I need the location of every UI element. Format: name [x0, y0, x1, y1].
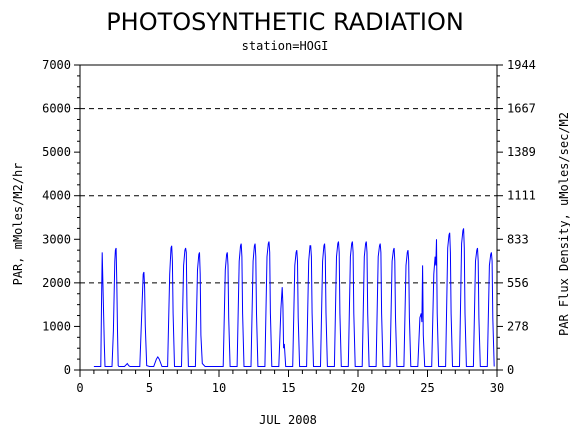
y-tick-label-2: 2000	[42, 276, 71, 290]
y-tick-label-0: 0	[64, 363, 71, 377]
chart-title: PHOTOSYNTHETIC RADIATION	[106, 8, 464, 36]
y2-tick-label-1: 278	[507, 319, 529, 333]
y2-tick-label-6: 1667	[507, 102, 536, 116]
y-tick-label-4: 4000	[42, 189, 71, 203]
x-tick-label-3: 15	[281, 381, 295, 395]
y-tick-label-5: 5000	[42, 145, 71, 159]
x-tick-label-1: 5	[146, 381, 153, 395]
x-tick-label-6: 30	[490, 381, 504, 395]
y2-tick-label-4: 1111	[507, 189, 536, 203]
y-axis-label: PAR, mMoles/M2/hr	[11, 163, 25, 286]
y2-tick-label-7: 1944	[507, 58, 536, 72]
y2-tick-label-0: 0	[507, 363, 514, 377]
x-tick-label-4: 20	[351, 381, 365, 395]
y2-axis-label: PAR Flux Density, uMoles/sec/M2	[557, 112, 570, 336]
y2-tick-label-3: 833	[507, 232, 529, 246]
y2-tick-label-5: 1389	[507, 145, 536, 159]
x-tick-label-5: 25	[420, 381, 434, 395]
y-tick-label-7: 7000	[42, 58, 71, 72]
y2-tick-label-2: 556	[507, 276, 529, 290]
chart-subtitle: station=HOGI	[242, 39, 329, 53]
plot-frame	[79, 64, 498, 371]
x-axis-label: JUL 2008	[259, 413, 317, 427]
y-tick-label-1: 1000	[42, 319, 71, 333]
series-line-0	[93, 228, 495, 367]
x-tick-label-0: 0	[76, 381, 83, 395]
y-tick-label-6: 6000	[42, 102, 71, 116]
y-tick-label-3: 3000	[42, 232, 71, 246]
x-tick-label-2: 10	[212, 381, 226, 395]
